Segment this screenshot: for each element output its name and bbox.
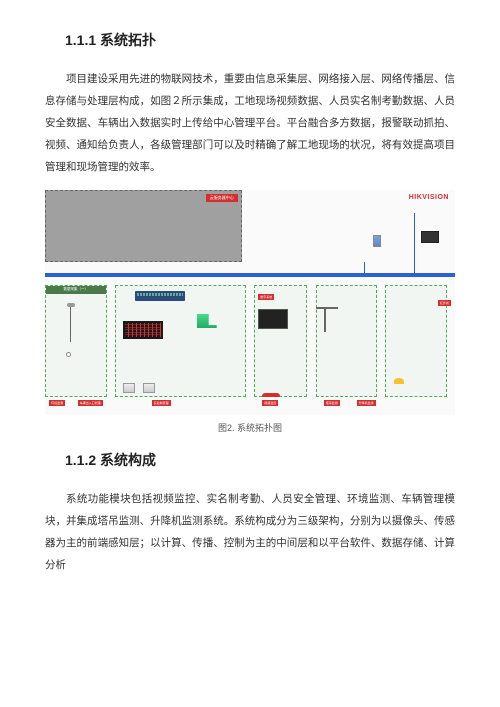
connector-line	[414, 213, 415, 274]
display-panel-icon	[258, 309, 288, 329]
helmet-icon	[394, 378, 404, 384]
zone-box-3	[254, 285, 307, 398]
section-2-title: 系统构成	[100, 452, 156, 468]
topology-diagram-container: HIKVISION 云服务器中心 数据采集（一） 环境监测 车辆出入口管理 实名…	[45, 190, 455, 434]
sensor-pole-icon	[70, 307, 72, 342]
zone-label-7: 红外线	[438, 300, 451, 306]
zone-label-1: 环境监测	[49, 400, 65, 406]
zone-label-4: 视频监控	[262, 400, 278, 406]
section-1-title: 系统拓扑	[100, 32, 156, 48]
section-2-heading: 1.1.2 系统构成	[65, 450, 455, 470]
network-bus	[45, 273, 455, 277]
connector-line-2	[364, 262, 365, 273]
zone-box-1: 数据采集（一）	[45, 285, 107, 398]
nvr-icon	[373, 235, 381, 247]
led-panel-icon	[123, 321, 163, 339]
tower-crane-icon	[324, 307, 326, 332]
section-1-paragraph: 项目建设采用先进的物联网技术，重要由信息采集层、网络接入层、网络传播层、信息存储…	[45, 68, 455, 178]
zone-label-5: 塔吊监测	[324, 400, 340, 406]
turnstile-icon	[123, 383, 135, 393]
zone-box-2	[115, 285, 246, 398]
section-1-heading: 1.1.1 系统拓扑	[65, 30, 455, 50]
zone-box-4	[316, 285, 378, 398]
network-switch-icon	[135, 291, 185, 301]
zone-label-side: 数字系统	[258, 294, 274, 300]
section-2-paragraph: 系统功能模块包括视频监控、实名制考勤、人员安全管理、环境监测、车辆管理模块，并集…	[45, 488, 455, 576]
turnstile-icon-2	[143, 383, 155, 393]
diagram-caption: 图2. 系统拓扑图	[45, 421, 455, 434]
speaker-icon	[262, 393, 280, 397]
ring-icon	[66, 352, 71, 357]
section-1-number: 1.1.1	[65, 32, 96, 48]
monitor-icon	[421, 231, 439, 243]
topology-diagram: HIKVISION 云服务器中心 数据采集（一） 环境监测 车辆出入口管理 实名…	[45, 190, 455, 415]
brand-logo: HIKVISION	[409, 194, 449, 201]
cloud-server-label: 云服务器中心	[206, 194, 238, 202]
zone-label-2: 车辆出入口管理	[78, 400, 103, 406]
cloud-server-box: 云服务器中心	[45, 190, 242, 262]
zone-label-6: 升降机监测	[357, 400, 376, 406]
section-2-number: 1.1.2	[65, 452, 96, 468]
zone-label-3: 实名制管理	[152, 400, 171, 406]
zone-1-header: 数据采集（一）	[46, 286, 106, 294]
